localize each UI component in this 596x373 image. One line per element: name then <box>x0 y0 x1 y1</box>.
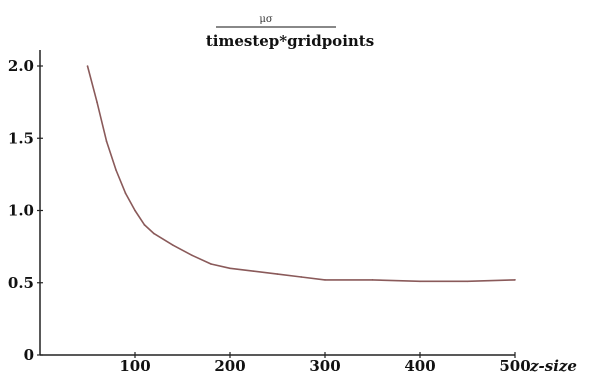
data-point <box>191 254 193 257</box>
data-point <box>124 192 127 194</box>
data-point <box>153 232 155 235</box>
data-point <box>115 169 117 171</box>
data-point <box>466 280 469 283</box>
y-tick-label: 1.5 <box>8 129 34 147</box>
data-point <box>86 65 89 67</box>
x-ticks: 100 200 300 400 500 <box>119 352 531 373</box>
series-line <box>86 65 516 283</box>
data-point <box>143 224 146 226</box>
y-tick-label: 0.5 <box>8 274 34 292</box>
x-tick-label: 200 <box>214 357 245 373</box>
data-point <box>300 276 303 278</box>
data-point <box>514 279 516 281</box>
y-tick-label: 1.0 <box>8 202 34 220</box>
data-point <box>419 280 421 283</box>
data-point <box>96 101 98 103</box>
y-ticks: 0 0.5 1.0 1.5 2.0 <box>8 57 43 364</box>
data-point <box>324 279 326 281</box>
data-point <box>252 270 255 272</box>
x-tick-label: 100 <box>119 357 150 373</box>
x-tick-label: 400 <box>404 357 435 373</box>
data-point <box>134 209 136 212</box>
data-point <box>229 267 231 270</box>
data-point <box>210 263 212 265</box>
y-tick-label: 2.0 <box>8 57 34 75</box>
title-numerator: μσ <box>259 14 272 25</box>
data-point <box>276 273 279 275</box>
y-tick-label: 0 <box>24 346 34 364</box>
chart-title: μσ timestep*gridpoints <box>206 14 374 50</box>
data-point <box>172 244 174 246</box>
data-point <box>371 279 374 281</box>
title-denominator: timestep*gridpoints <box>206 32 374 50</box>
series-group <box>86 65 516 283</box>
x-tick-label: 500 <box>499 357 530 373</box>
x-tick-label: 300 <box>309 357 340 373</box>
data-point <box>105 140 108 142</box>
x-axis-label: z-size <box>529 357 577 373</box>
